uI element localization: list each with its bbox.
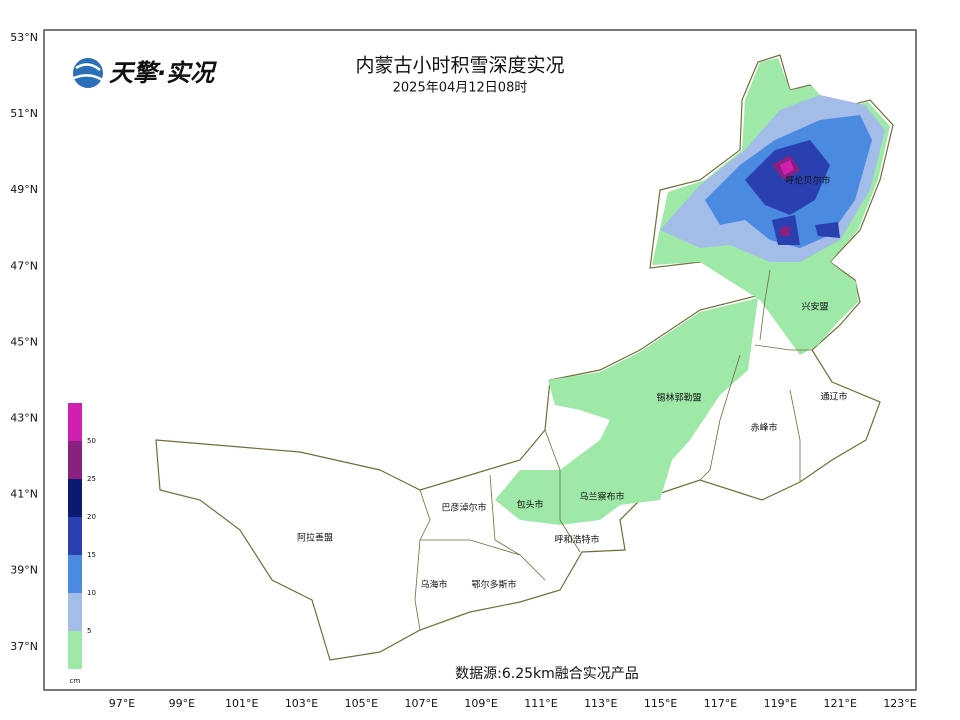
lat-label: 53°N — [10, 31, 38, 44]
data-source: 数据源:6.25km融合实况产品 — [455, 666, 639, 682]
legend-swatch — [68, 403, 82, 441]
place-label: 包头市 — [516, 499, 543, 511]
lat-label: 43°N — [10, 412, 38, 425]
logo-text: 天擎·实况 — [109, 59, 217, 87]
lat-label: 51°N — [10, 107, 38, 120]
legend-label: 20 — [87, 513, 96, 521]
legend-swatch — [68, 479, 82, 517]
legend-label: 5 — [87, 627, 91, 635]
lat-label: 39°N — [10, 564, 38, 577]
legend-label: 50 — [87, 437, 96, 445]
lat-label: 37°N — [10, 640, 38, 653]
lon-label: 111°E — [524, 697, 557, 710]
legend-swatch — [68, 517, 82, 555]
legend-unit: cm — [70, 677, 81, 685]
legend-swatch — [68, 555, 82, 593]
lon-label: 105°E — [345, 697, 378, 710]
lon-label: 109°E — [464, 697, 497, 710]
legend-swatch — [68, 631, 82, 669]
place-label: 锡林郭勒盟 — [656, 392, 701, 404]
place-label: 乌兰察布市 — [579, 491, 624, 503]
legend-swatch — [68, 593, 82, 631]
legend-swatch — [68, 441, 82, 479]
lat-label: 47°N — [10, 259, 38, 272]
place-label: 通辽市 — [820, 391, 847, 403]
map-subtitle: 2025年04月12日08时 — [393, 81, 528, 96]
snow-cover — [495, 58, 890, 525]
lat-label: 49°N — [10, 183, 38, 196]
legend-label: 15 — [87, 551, 96, 559]
legend-label: 10 — [87, 589, 96, 597]
lon-label: 119°E — [764, 697, 797, 710]
lon-label: 113°E — [584, 697, 617, 710]
lon-label: 121°E — [823, 697, 856, 710]
lon-label: 97°E — [109, 697, 135, 710]
place-label: 阿拉善盟 — [297, 532, 333, 544]
lon-label: 107°E — [405, 697, 438, 710]
lon-label: 99°E — [169, 697, 195, 710]
legend: 5 10 15 20 25 50 cm — [68, 403, 96, 685]
lon-label: 103°E — [285, 697, 318, 710]
legend-label: 25 — [87, 475, 96, 483]
map-title: 内蒙古小时积雪深度实况 — [355, 55, 564, 77]
admin-borders — [414, 269, 812, 631]
place-label: 鄂尔多斯市 — [471, 579, 516, 591]
place-label: 呼伦贝尔市 — [785, 175, 830, 187]
place-label: 巴彦淖尔市 — [441, 502, 486, 514]
lon-label: 115°E — [644, 697, 677, 710]
lon-label: 101°E — [225, 697, 258, 710]
lon-label: 123°E — [883, 697, 916, 710]
place-label: 赤峰市 — [750, 422, 777, 434]
lon-label: 117°E — [704, 697, 737, 710]
place-label: 乌海市 — [420, 579, 447, 591]
logo: 天擎·实况 — [73, 58, 217, 88]
place-label: 呼和浩特市 — [554, 534, 599, 546]
lat-label: 41°N — [10, 488, 38, 501]
place-label: 兴安盟 — [801, 301, 828, 313]
lat-label: 45°N — [10, 335, 38, 348]
